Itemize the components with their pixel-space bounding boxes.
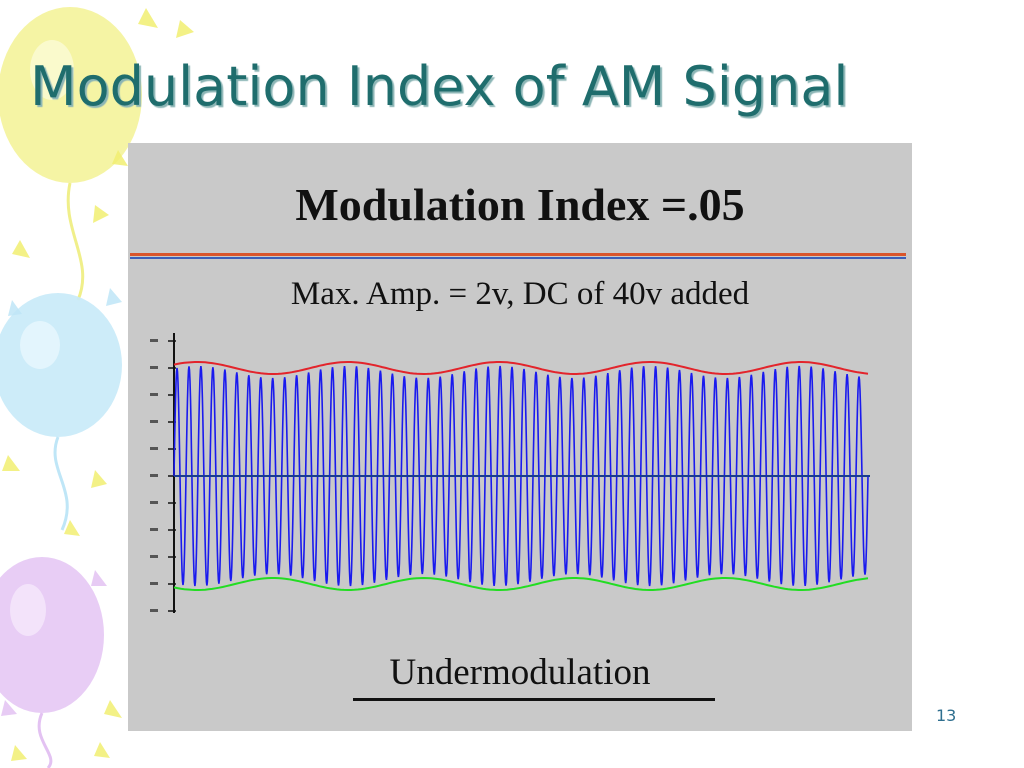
title-divider-blue: [130, 257, 906, 259]
y-axis-tick-label-mark: [150, 555, 158, 558]
caption-underline: [353, 698, 715, 701]
figure-caption: Undermodulation: [389, 652, 651, 693]
am-signal-figure: Modulation Index =.05 Max. Amp. = 2v, DC…: [128, 143, 912, 731]
slide-number: 13: [936, 706, 957, 725]
lower-envelope-line: [173, 576, 869, 591]
purple-balloon-icon: [0, 557, 104, 713]
am-waveform-plot: [150, 333, 870, 613]
y-axis-tick-label-mark: [150, 339, 158, 342]
y-axis-tick-label-mark: [150, 447, 158, 450]
slide-title: Modulation Index of AM Signal: [30, 55, 849, 118]
y-axis-tick-label-mark: [150, 609, 158, 612]
y-axis-tick-label-mark: [150, 582, 158, 585]
upper-envelope-line: [173, 361, 869, 376]
figure-title: Modulation Index =.05: [295, 179, 745, 230]
y-axis-tick-label-mark: [150, 420, 158, 423]
y-axis-tick-label-mark: [150, 474, 158, 477]
title-divider-orange: [130, 253, 906, 256]
figure-subtitle: Max. Amp. = 2v, DC of 40v added: [290, 276, 750, 312]
blue-balloon-icon: [0, 293, 122, 437]
y-axis-tick-label-mark: [150, 528, 158, 531]
y-axis-tick-label-mark: [150, 393, 158, 396]
y-axis-tick-label-mark: [150, 501, 158, 504]
y-axis-tick-label-mark: [150, 366, 158, 369]
